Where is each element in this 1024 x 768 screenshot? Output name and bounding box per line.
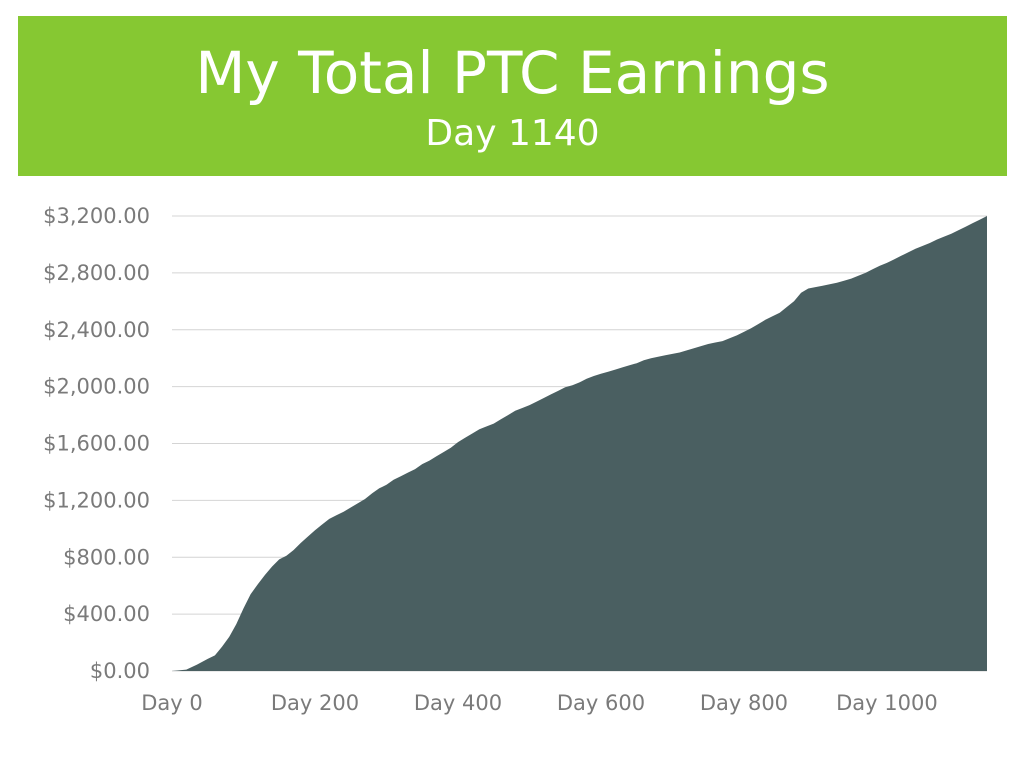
earnings-area: [172, 216, 987, 671]
y-tick-label: $1,600.00: [43, 432, 150, 456]
x-tick-label: Day 1000: [836, 691, 938, 715]
y-tick-label: $0.00: [90, 659, 150, 683]
chart-title: My Total PTC Earnings: [195, 39, 830, 107]
chart-subtitle: Day 1140: [425, 113, 600, 154]
area-layer: [172, 216, 987, 671]
y-tick-label: $2,400.00: [43, 318, 150, 342]
y-axis-tick-labels: $0.00 $400.00 $800.00 $1,200.00 $1,600.00 $2,…: [43, 204, 150, 683]
y-tick-label: $3,200.00: [43, 204, 150, 228]
x-tick-label: Day 0: [141, 691, 203, 715]
y-tick-label: $1,200.00: [43, 488, 150, 512]
x-axis-tick-labels: Day 0 Day 200 Day 400 Day 600 Day 800 Day 100…: [141, 691, 937, 715]
x-tick-label: Day 800: [700, 691, 788, 715]
x-tick-label: Day 200: [271, 691, 359, 715]
y-tick-label: $400.00: [63, 602, 150, 626]
x-tick-label: Day 600: [557, 691, 645, 715]
y-tick-label: $800.00: [63, 545, 150, 569]
y-tick-label: $2,000.00: [43, 375, 150, 399]
y-tick-label: $2,800.00: [43, 261, 150, 285]
x-tick-label: Day 400: [414, 691, 502, 715]
title-banner: My Total PTC Earnings Day 1140: [18, 16, 1007, 176]
